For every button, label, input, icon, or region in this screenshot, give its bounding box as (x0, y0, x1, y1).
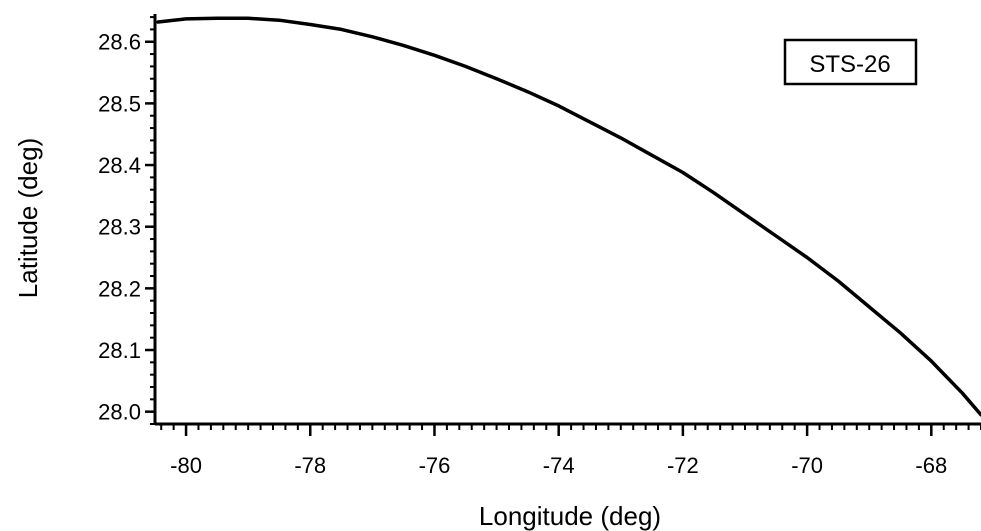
x-tick-label: -74 (543, 453, 575, 478)
x-tick-label: -76 (419, 453, 451, 478)
x-axis-title: Longitude (deg) (479, 501, 661, 531)
legend-label: STS-26 (809, 51, 890, 78)
x-tick-label: -72 (667, 453, 699, 478)
y-axis-title: Latitude (deg) (13, 138, 43, 298)
series-line (156, 16, 981, 417)
y-tick-label: 28.4 (98, 153, 141, 178)
legend-box (783, 38, 918, 86)
y-tick-label: 28.2 (98, 276, 141, 301)
series-layer (156, 16, 981, 417)
plot-frame (153, 14, 981, 426)
x-axis: -80 -78 -76 -74 -72 -70 -68 (160, 424, 981, 478)
y-tick-label: 28.0 (98, 400, 141, 425)
y-tick-label: 28.1 (98, 338, 141, 363)
y-tick-label: 28.3 (98, 215, 141, 240)
x-tick-label: -70 (791, 453, 823, 478)
y-axis: 28.0 28.1 28.2 28.3 28.4 28.5 28.6 (98, 16, 155, 425)
x-tick-label: -68 (915, 453, 947, 478)
y-tick-label: 28.6 (98, 30, 141, 55)
legend: STS-26 (783, 38, 918, 86)
x-tick-label: -80 (170, 453, 202, 478)
y-tick-label: 28.5 (98, 91, 141, 116)
x-tick-label: -78 (294, 453, 326, 478)
